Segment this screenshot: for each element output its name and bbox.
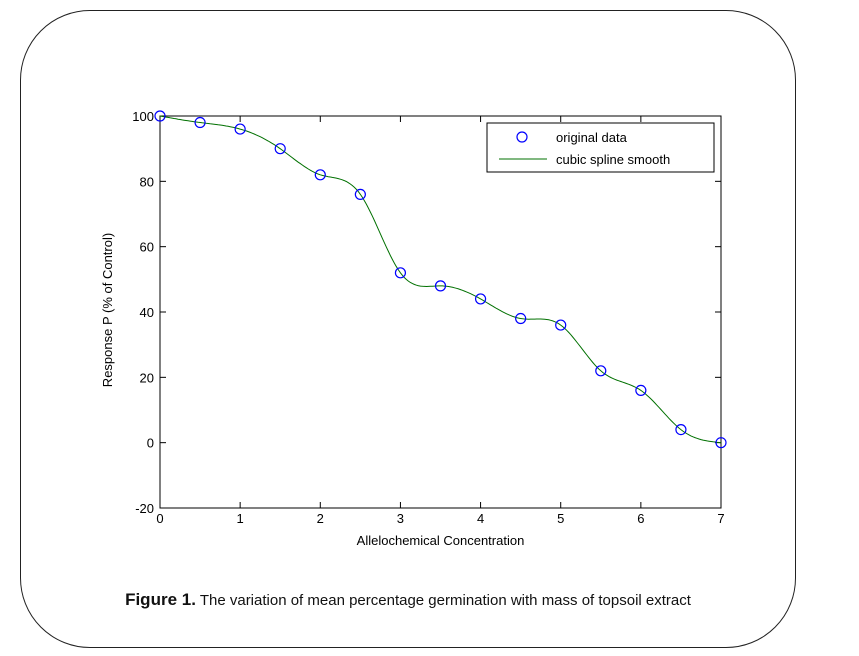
- data-point: [715, 437, 727, 449]
- legend-label-spline: cubic spline smooth: [556, 152, 670, 167]
- y-tick-label: 0: [147, 436, 154, 451]
- x-tick-label: 4: [477, 511, 484, 526]
- data-point: [595, 365, 607, 377]
- x-tick-label: 7: [717, 511, 724, 526]
- y-tick-label: 20: [140, 370, 154, 385]
- spline-line: [159, 115, 722, 444]
- x-tick-label: 2: [317, 511, 324, 526]
- x-tick-label: 3: [397, 511, 404, 526]
- data-point: [434, 280, 447, 292]
- data-point: [635, 384, 647, 396]
- y-tick-label: -20: [135, 501, 154, 516]
- y-tick-label: 100: [132, 109, 154, 124]
- caption-text: The variation of mean percentage germina…: [195, 592, 691, 609]
- legend-box: [486, 122, 715, 173]
- x-tick-label: 0: [156, 511, 163, 526]
- data-point: [154, 110, 166, 122]
- y-tick-label: 80: [140, 174, 154, 189]
- caption-label: Figure 1.: [125, 590, 196, 609]
- y-tick-label: 40: [140, 305, 154, 320]
- x-tick-label: 1: [237, 511, 244, 526]
- data-point: [474, 293, 487, 305]
- data-point: [515, 312, 527, 325]
- data-point: [354, 188, 366, 200]
- data-point: [675, 424, 687, 436]
- x-axis-label: Allelochemical Concentration: [357, 533, 525, 548]
- plot-area: [159, 115, 722, 509]
- data-point: [314, 169, 326, 181]
- figure-frame: [20, 10, 796, 648]
- figure-caption: Figure 1. The variation of mean percenta…: [0, 590, 816, 610]
- data-point: [274, 143, 286, 155]
- legend-marker-original: [516, 131, 528, 143]
- data-point: [234, 123, 246, 135]
- y-axis-label: Response P (% of Control): [100, 233, 115, 387]
- y-tick-label: 60: [140, 240, 154, 255]
- data-point: [555, 319, 567, 331]
- x-tick-label: 5: [557, 511, 564, 526]
- legend-label-original: original data: [556, 130, 628, 145]
- data-point: [194, 116, 206, 129]
- data-point: [394, 267, 407, 279]
- x-tick-label: 6: [637, 511, 644, 526]
